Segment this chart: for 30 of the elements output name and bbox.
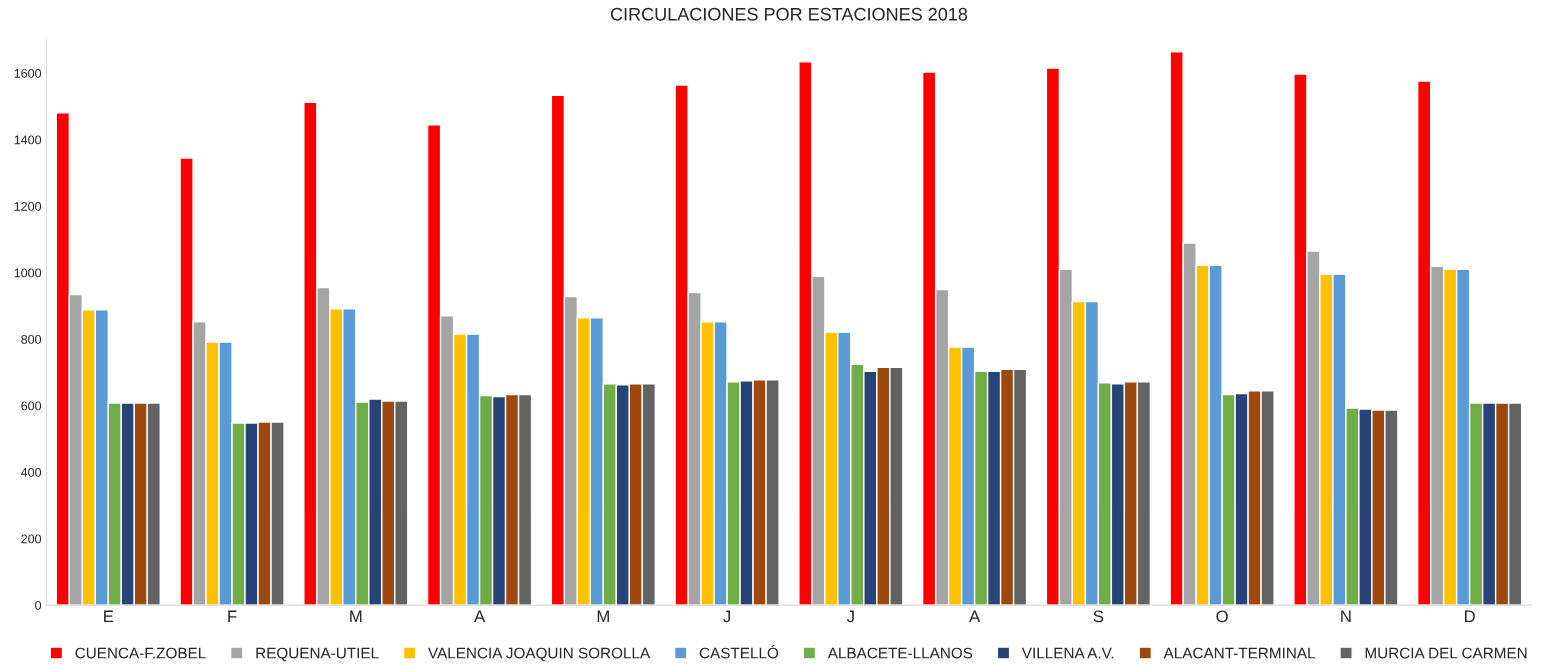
legend-label: VILLENA A.V. <box>1021 647 1114 659</box>
legend-label: MURCIA DEL CARMEN <box>1365 647 1527 659</box>
x-tick-label: F <box>228 610 237 623</box>
x-tick-label: S <box>1093 610 1104 623</box>
y-tick-label: 1400 <box>14 135 42 145</box>
y-tick-label: 1000 <box>14 268 42 278</box>
x-tick-label: N <box>1341 610 1351 623</box>
x-tick-label: J <box>846 610 854 623</box>
x-tick-label: M <box>350 610 362 623</box>
x-tick-label: E <box>104 610 114 623</box>
y-tick-label: 1600 <box>14 68 42 78</box>
x-tick-label: D <box>1465 610 1475 623</box>
y-tick-label: 600 <box>21 401 42 411</box>
legend-label: ALACANT-TERMINAL <box>1163 647 1316 659</box>
x-tick-label: O <box>1216 610 1228 623</box>
x-tick-label: A <box>969 610 981 623</box>
x-tick-label: M <box>597 610 609 623</box>
legend-label: VALENCIA JOAQUIN SOROLLA <box>428 647 651 662</box>
x-tick-label: A <box>474 610 486 623</box>
legend-label: ALBACETE-LLANOS <box>827 647 973 659</box>
y-tick-label: 0 <box>35 600 42 610</box>
x-tick-label: J <box>723 610 731 623</box>
chart-title: CIRCULACIONES POR ESTACIONES 2018 <box>610 7 968 21</box>
y-tick-label: 1200 <box>14 201 42 211</box>
legend-label: REQUENA-UTIEL <box>256 647 379 662</box>
legend-label: CASTELLÓ <box>699 645 779 659</box>
y-tick-label: 800 <box>21 334 42 344</box>
y-tick-label: 400 <box>20 467 42 477</box>
y-tick-label: 200 <box>21 534 42 544</box>
legend-label: CUENCA-F.ZOBEL <box>75 647 206 659</box>
